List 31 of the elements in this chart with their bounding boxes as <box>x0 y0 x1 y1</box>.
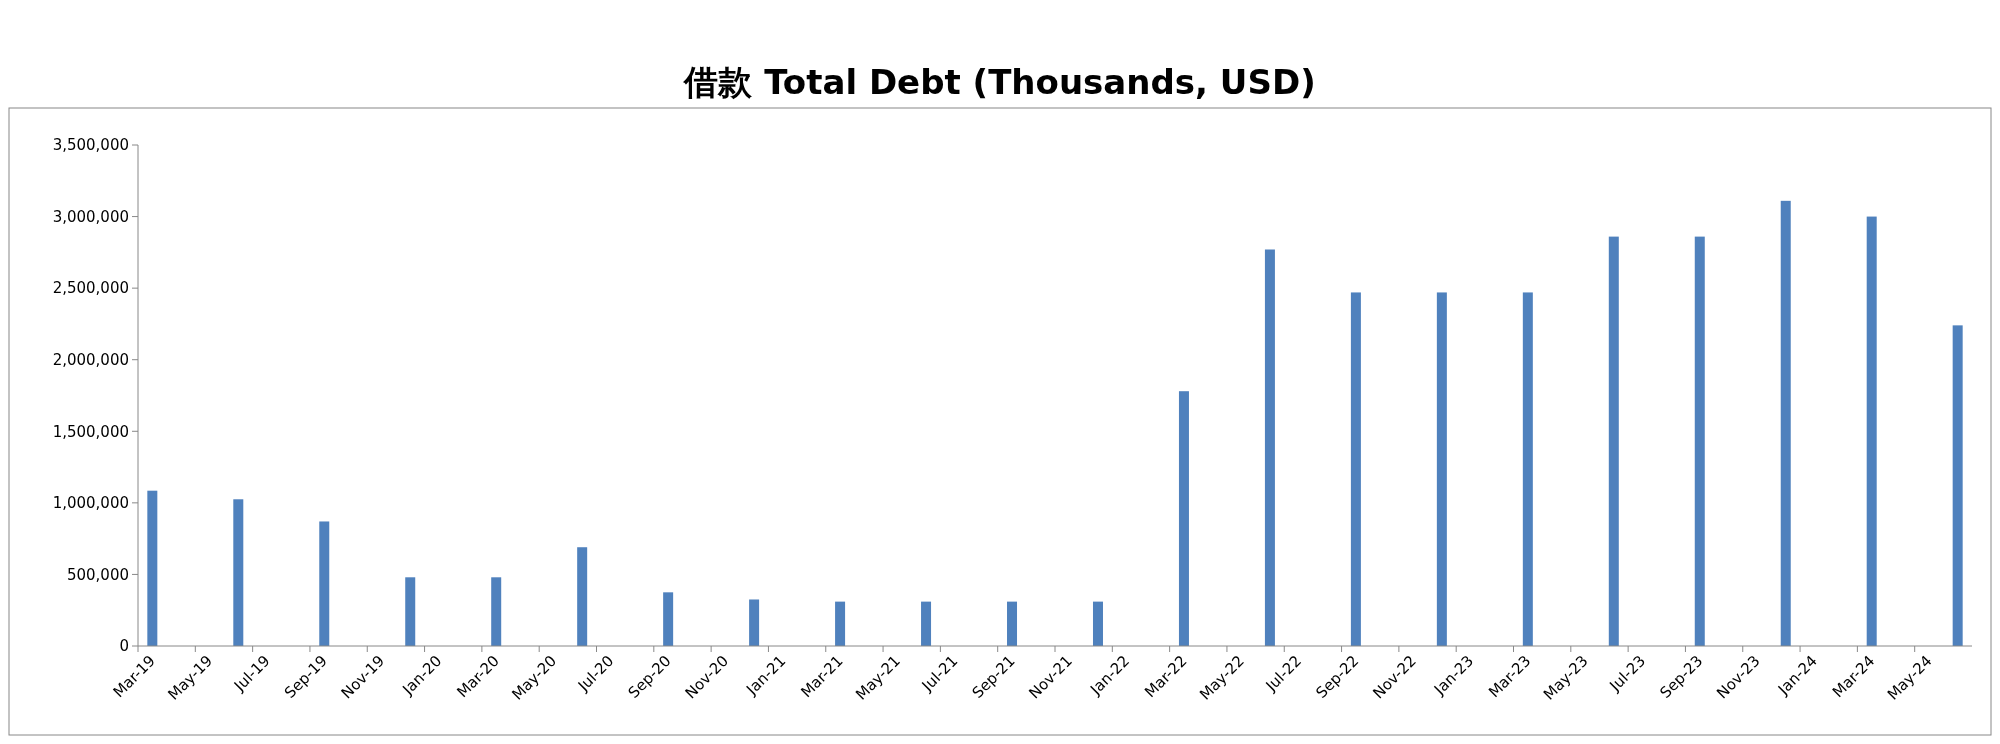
bar <box>663 592 674 646</box>
chart-title: 借款 Total Debt (Thousands, USD) <box>683 62 1316 102</box>
y-tick-label: 3,000,000 <box>52 207 129 226</box>
bar <box>1608 236 1619 646</box>
bar <box>1522 292 1533 646</box>
bar <box>147 490 158 646</box>
bar <box>921 601 932 646</box>
y-tick-label: 1,000,000 <box>52 494 129 513</box>
bar <box>1436 292 1447 646</box>
bar <box>1264 249 1275 646</box>
bar <box>1350 292 1361 646</box>
bar <box>1866 216 1877 646</box>
y-tick-label: 0 <box>119 637 129 656</box>
bar <box>577 547 588 646</box>
y-tick-label: 3,500,000 <box>52 136 129 155</box>
bar <box>1007 601 1018 646</box>
bar <box>319 521 330 646</box>
bar <box>1092 601 1103 646</box>
y-tick-label: 1,500,000 <box>52 422 129 441</box>
bar <box>1780 200 1791 646</box>
bar <box>1694 236 1705 646</box>
bar <box>233 499 244 646</box>
y-tick-label: 2,500,000 <box>52 279 129 298</box>
y-tick-label: 500,000 <box>66 565 129 584</box>
bar <box>405 577 416 646</box>
y-tick-label: 2,000,000 <box>52 350 129 369</box>
bar <box>491 577 502 646</box>
bar <box>835 601 846 646</box>
bar <box>749 599 760 646</box>
bar <box>1178 391 1189 646</box>
bar <box>1952 325 1963 646</box>
